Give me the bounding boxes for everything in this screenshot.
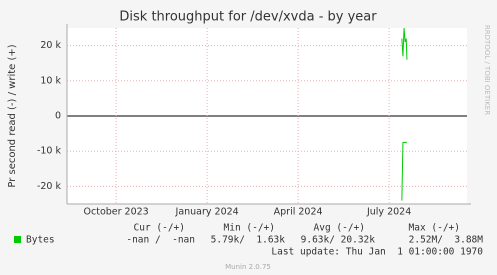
y-tick-label: 20 k bbox=[40, 40, 61, 51]
legend-label: Bytes bbox=[26, 235, 55, 246]
y-tick-label: -10 k bbox=[37, 146, 62, 157]
last-update: Last update: Thu Jan 1 01:00:00 1970 bbox=[271, 247, 483, 258]
legend-value: 5.79k/ 1.63k bbox=[211, 235, 286, 246]
data-line bbox=[401, 141, 407, 201]
y-tick-label: 0 bbox=[55, 111, 61, 122]
y-tick-label: -20 k bbox=[37, 181, 62, 192]
legend-value: -nan / -nan bbox=[126, 235, 195, 246]
x-tick-label: October 2023 bbox=[84, 207, 149, 218]
y-tick-label: 10 k bbox=[40, 75, 61, 86]
chart-title: Disk throughput for /dev/xvda - by year bbox=[119, 10, 377, 25]
legend-header: Avg (-/+) bbox=[314, 223, 365, 234]
x-tick-label: April 2024 bbox=[274, 207, 323, 218]
legend-header: Cur (-/+) bbox=[134, 223, 185, 234]
legend-value: 2.52M/ 3.88M bbox=[409, 235, 484, 246]
x-tick-label: July 2024 bbox=[366, 207, 411, 218]
footer: Munin 2.0.75 bbox=[225, 263, 271, 271]
legend-swatch bbox=[14, 236, 21, 243]
legend-value: 9.63k/ 20.32k bbox=[301, 235, 376, 246]
x-tick-label: January 2024 bbox=[175, 207, 239, 218]
data-line bbox=[401, 27, 408, 60]
legend-header: Min (-/+) bbox=[224, 223, 275, 234]
side-label: RRDTOOL / TOBI OETIKER bbox=[483, 25, 491, 115]
y-axis-label: Pr second read (-) / write (+) bbox=[7, 44, 18, 187]
legend-header: Max (-/+) bbox=[409, 223, 460, 234]
